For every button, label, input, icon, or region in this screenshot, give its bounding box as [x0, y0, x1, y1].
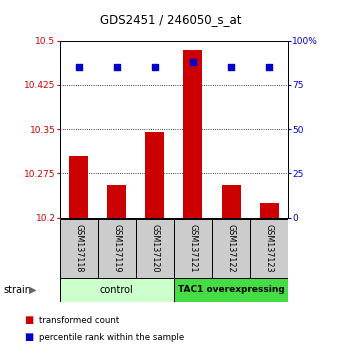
Text: GSM137119: GSM137119: [112, 224, 121, 273]
Text: strain: strain: [3, 285, 31, 295]
Bar: [174, 278, 288, 302]
Bar: [136, 219, 174, 278]
Text: ■: ■: [24, 332, 33, 342]
Text: GSM137120: GSM137120: [150, 224, 159, 273]
Bar: [212, 219, 250, 278]
Point: [152, 64, 158, 70]
Text: GSM137121: GSM137121: [189, 224, 197, 273]
Point: [266, 64, 272, 70]
Text: GSM137123: GSM137123: [265, 224, 273, 273]
Text: TAC1 overexpressing: TAC1 overexpressing: [178, 285, 284, 294]
Text: ■: ■: [24, 315, 33, 325]
Point: [228, 64, 234, 70]
Bar: [60, 219, 98, 278]
Bar: [174, 219, 212, 278]
Text: GSM137118: GSM137118: [74, 224, 83, 273]
Bar: [98, 219, 136, 278]
Point: [76, 64, 81, 70]
Text: GSM137122: GSM137122: [226, 224, 236, 273]
Text: control: control: [100, 285, 134, 295]
Bar: [183, 50, 203, 218]
Bar: [250, 219, 288, 278]
Text: percentile rank within the sample: percentile rank within the sample: [39, 332, 184, 342]
Text: transformed count: transformed count: [39, 316, 119, 325]
Bar: [60, 278, 174, 302]
Bar: [69, 156, 88, 218]
Bar: [222, 185, 240, 218]
Bar: [107, 185, 126, 218]
Bar: [260, 203, 279, 218]
Text: ▶: ▶: [29, 285, 36, 295]
Text: GDS2451 / 246050_s_at: GDS2451 / 246050_s_at: [100, 13, 241, 27]
Point: [190, 59, 196, 65]
Bar: [145, 132, 164, 218]
Point: [114, 64, 119, 70]
